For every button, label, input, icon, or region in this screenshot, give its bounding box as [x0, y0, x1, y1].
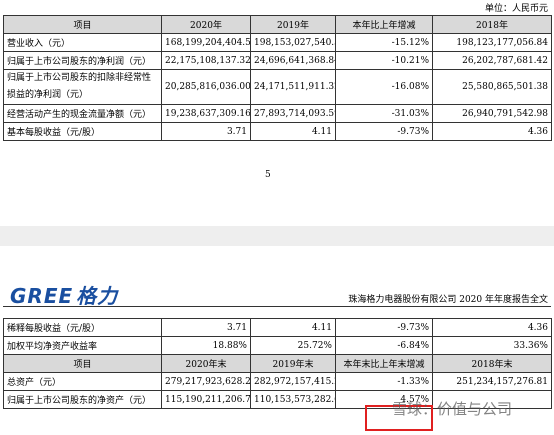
header-cell: 2019年	[250, 15, 336, 34]
cell: 归属于上市公司股东的净利润（元）	[3, 51, 162, 70]
cell: -15.12%	[335, 33, 433, 52]
cell: 27,893,714,093.59	[250, 104, 336, 123]
header-cell: 本年末比上年末增减	[335, 354, 433, 373]
logo-brand: GREE	[10, 284, 74, 308]
header-title: 珠海格力电器股份有限公司 2020 年年度报告全文	[348, 295, 548, 305]
cell: -9.73%	[335, 318, 433, 337]
cell: 3.71	[161, 318, 251, 337]
row: 经营活动产生的现金流量净额（元） 19,238,637,309.16 27,893,…	[3, 104, 552, 123]
cell: -16.08%	[335, 69, 433, 105]
header-cell: 项目	[3, 354, 162, 373]
cell: 25.72%	[250, 336, 336, 355]
row: 归属于上市公司股东的扣除非经常性损益的净利润（元） 20,285,816,036.…	[3, 69, 552, 105]
page-number: 5	[265, 170, 271, 180]
cell: -31.03%	[335, 104, 433, 123]
cell: 24,696,641,368.84	[250, 51, 336, 70]
page-gap	[0, 226, 554, 246]
unit: 单位：人民币元	[484, 4, 548, 14]
header-row: 项目 2020年末 2019年末 本年末比上年末增减 2018年末	[3, 354, 552, 373]
header-rule	[3, 306, 551, 307]
cell	[432, 390, 552, 409]
cell: 4.11	[250, 318, 336, 337]
row: 加权平均净资产收益率 18.88% 25.72% -6.84% 33.36%	[3, 336, 552, 355]
header-cell: 2018年	[432, 15, 552, 34]
cell: -6.84%	[335, 336, 433, 355]
cell: 198,123,177,056.84	[432, 33, 552, 52]
cell: 营业收入（元）	[3, 33, 162, 52]
header-cell: 2020年	[161, 15, 251, 34]
cell: 4.57%	[335, 390, 433, 409]
row: 归属于上市公司股东的净利润（元） 22,175,108,137.32 24,696,…	[3, 51, 552, 70]
logo: GREE 格力	[10, 280, 118, 309]
cell: 18.88%	[161, 336, 251, 355]
cell: 22,175,108,137.32	[161, 51, 251, 70]
cell: 33.36%	[432, 336, 552, 355]
cell: 251,234,157,276.81	[432, 372, 552, 391]
cell: 198,153,027,540.35	[250, 33, 336, 52]
header-cell: 2020年末	[161, 354, 251, 373]
cell: 4.36	[432, 318, 552, 337]
cell: 归属于上市公司股东的扣除非经常性损益的净利润（元）	[3, 69, 162, 105]
table: 稀释每股收益（元/股） 3.71 4.11 -9.73% 4.36 加权平均净资产收益率 1…	[3, 318, 552, 409]
cell: 稀释每股收益（元/股）	[3, 318, 162, 337]
header-cell: 2019年末	[250, 354, 336, 373]
header-cell: 本年比上年增减	[335, 15, 433, 34]
table: 项目 2020年 2019年 本年比上年增减 2018年 营业收入（元） 168,199,2…	[3, 15, 552, 141]
cell: 168,199,204,404.53	[161, 33, 251, 52]
cell: 总资产（元）	[3, 372, 162, 391]
cell: 加权平均净资产收益率	[3, 336, 162, 355]
cell: -1.33%	[335, 372, 433, 391]
cell: -9.73%	[335, 122, 433, 141]
cell: 经营活动产生的现金流量净额（元）	[3, 104, 162, 123]
cell: 20,285,816,036.00	[161, 69, 251, 105]
header-cell: 项目	[3, 15, 162, 34]
cell: 19,238,637,309.16	[161, 104, 251, 123]
logo-chinese: 格力	[76, 284, 119, 308]
cell: 基本每股收益（元/股）	[3, 122, 162, 141]
row: 总资产（元） 279,217,923,628.27 282,972,157,415.…	[3, 372, 552, 391]
cell: 282,972,157,415.28	[250, 372, 336, 391]
cell: 4.11	[250, 122, 336, 141]
watermark: 雪球：价值与公司	[392, 400, 513, 418]
row: 基本每股收益（元/股） 3.71 4.11 -9.73% 4.36	[3, 122, 552, 141]
row: 稀释每股收益（元/股） 3.71 4.11 -9.73% 4.36	[3, 318, 552, 337]
cell: 110,153,573,282.67	[250, 390, 336, 409]
cell: 26,202,787,681.42	[432, 51, 552, 70]
cell: 4.36	[432, 122, 552, 141]
header-cell: 2018年末	[432, 354, 552, 373]
cell: 3.71	[161, 122, 251, 141]
cell: 归属于上市公司股东的净资产（元）	[3, 390, 162, 409]
row: 归属于上市公司股东的净资产（元） 115,190,211,206.76 110,15…	[3, 390, 552, 409]
row: 营业收入（元） 168,199,204,404.53 198,153,027,540…	[3, 33, 552, 52]
header-row: 项目 2020年 2019年 本年比上年增减 2018年	[3, 15, 552, 34]
cell: -10.21%	[335, 51, 433, 70]
highlight-box	[365, 405, 433, 431]
cell: 24,171,511,911.32	[250, 69, 336, 105]
cell: 25,580,865,501.38	[432, 69, 552, 105]
cell: 279,217,923,628.27	[161, 372, 251, 391]
cell: 115,190,211,206.76	[161, 390, 251, 409]
cell: 26,940,791,542.98	[432, 104, 552, 123]
